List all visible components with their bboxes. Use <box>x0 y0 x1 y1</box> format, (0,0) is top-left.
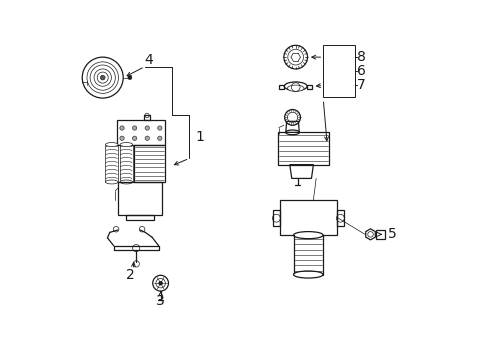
Circle shape <box>158 281 162 285</box>
Circle shape <box>145 136 149 140</box>
Ellipse shape <box>287 85 304 91</box>
Text: 2: 2 <box>125 267 134 282</box>
Circle shape <box>120 136 124 140</box>
Ellipse shape <box>285 130 299 135</box>
Ellipse shape <box>120 143 132 147</box>
Circle shape <box>157 126 162 130</box>
Text: 4: 4 <box>144 53 153 67</box>
Text: 5: 5 <box>386 228 395 241</box>
Circle shape <box>145 126 149 130</box>
Circle shape <box>132 136 137 140</box>
Text: 7: 7 <box>356 78 365 93</box>
Ellipse shape <box>120 180 132 184</box>
Circle shape <box>157 136 162 140</box>
Text: 8: 8 <box>356 50 365 64</box>
Ellipse shape <box>105 180 118 184</box>
Ellipse shape <box>284 82 306 91</box>
Text: 3: 3 <box>156 294 164 308</box>
Circle shape <box>128 76 132 80</box>
Ellipse shape <box>293 231 323 239</box>
Text: 6: 6 <box>356 64 365 78</box>
Circle shape <box>132 126 137 130</box>
Circle shape <box>120 126 124 130</box>
Text: 1: 1 <box>195 130 203 144</box>
Ellipse shape <box>293 271 323 278</box>
Circle shape <box>100 75 105 80</box>
Ellipse shape <box>105 143 118 147</box>
